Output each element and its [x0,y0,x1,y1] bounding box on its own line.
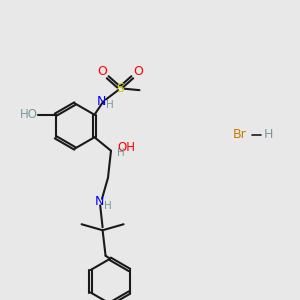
Text: O: O [97,65,107,78]
Text: S: S [116,82,124,95]
Text: O: O [133,65,143,78]
Text: N: N [95,195,104,208]
Text: Br: Br [233,128,247,142]
Text: HO: HO [20,108,38,121]
Text: H: H [264,128,273,142]
Text: N: N [96,95,106,108]
Text: H: H [104,201,112,211]
Text: H: H [117,148,124,158]
Text: H: H [106,100,114,110]
Text: OH: OH [118,141,136,154]
